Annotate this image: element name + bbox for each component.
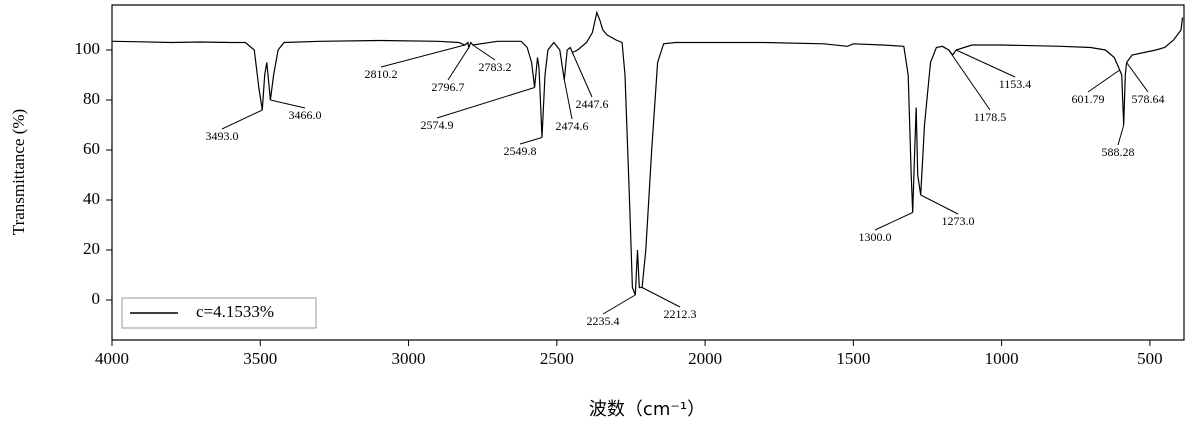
annotation-leader xyxy=(1117,124,1125,146)
y-tick-label: 80 xyxy=(83,89,100,108)
annotation-leader xyxy=(920,194,959,215)
y-tick-label: 20 xyxy=(83,239,100,258)
y-tick-label: 40 xyxy=(83,189,100,208)
x-tick-label: 2500 xyxy=(540,349,574,368)
x-tick-label: 3000 xyxy=(392,349,426,368)
y-axis-label: Transmittance (%) xyxy=(9,109,28,235)
annotation-leader xyxy=(1087,69,1120,93)
y-tick-label: 0 xyxy=(92,289,101,308)
annotation-label: 2447.6 xyxy=(576,97,609,111)
annotation-leader xyxy=(602,294,636,315)
annotation-leader xyxy=(948,49,991,111)
x-tick-label: 500 xyxy=(1137,349,1163,368)
annotation-label: 3493.0 xyxy=(206,129,239,143)
y-tick-label: 60 xyxy=(83,139,100,158)
x-axis-label: 波数（cm⁻¹） xyxy=(589,399,705,420)
annotation-label: 2574.9 xyxy=(421,118,454,132)
y-tick-label: 100 xyxy=(75,39,101,58)
annotation-leader xyxy=(447,47,470,81)
annotation-label: 2796.7 xyxy=(432,80,465,94)
annotation-label: 3466.0 xyxy=(289,108,322,122)
plot-frame xyxy=(111,4,1185,341)
annotation-label: 588.28 xyxy=(1102,145,1135,159)
legend-label: c=4.1533% xyxy=(196,302,274,321)
annotation-leader xyxy=(472,44,496,61)
annotation-label: 1178.5 xyxy=(974,110,1007,124)
x-tick-label: 2000 xyxy=(688,349,722,368)
x-tick-label: 4000 xyxy=(95,349,129,368)
annotation-label: 2212.3 xyxy=(664,307,697,321)
annotation-leader xyxy=(221,109,263,130)
annotation-label: 2474.6 xyxy=(556,119,589,133)
annotation-label: 2235.4 xyxy=(587,314,620,328)
annotation-leader xyxy=(563,79,573,120)
annotation-leader xyxy=(955,49,1016,78)
annotation-label: 578.64 xyxy=(1132,92,1165,106)
spectrum-line xyxy=(111,10,1184,296)
annotation-leader xyxy=(270,99,306,109)
annotation-label: 1300.0 xyxy=(859,230,892,244)
annotation-leader xyxy=(519,137,543,145)
x-tick-label: 3500 xyxy=(243,349,277,368)
x-tick-label: 1500 xyxy=(836,349,870,368)
annotation-leader xyxy=(571,52,593,98)
annotation-label: 2549.8 xyxy=(504,144,537,158)
annotation-label: 601.79 xyxy=(1072,92,1105,106)
x-tick-label: 1000 xyxy=(985,349,1019,368)
legend-box xyxy=(121,297,317,329)
annotation-leader xyxy=(641,287,681,308)
annotation-label: 2810.2 xyxy=(365,67,398,81)
annotation-leader xyxy=(380,44,465,68)
annotation-leader xyxy=(436,87,535,119)
annotation-label: 2783.2 xyxy=(479,60,512,74)
annotation-label: 1153.4 xyxy=(999,77,1032,91)
annotation-leader xyxy=(1126,62,1149,93)
annotation-leader xyxy=(874,212,913,231)
annotation-label: 1273.0 xyxy=(942,214,975,228)
